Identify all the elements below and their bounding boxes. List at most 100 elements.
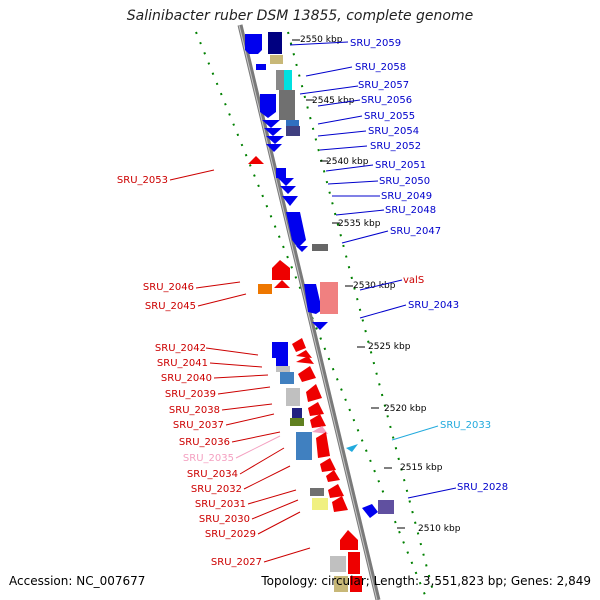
gene-label[interactable]: SRU_2058 xyxy=(355,62,406,73)
gene-label[interactable]: SRU_2039 xyxy=(165,389,216,400)
gene-label[interactable]: SRU_2037 xyxy=(173,420,224,431)
gene-forward xyxy=(266,144,282,152)
gene-reverse xyxy=(272,342,288,358)
tick-label: 2520 kbp xyxy=(384,404,427,414)
gene-label[interactable]: SRU_2052 xyxy=(370,141,421,152)
gene-reverse xyxy=(286,388,300,406)
gene-reverse xyxy=(276,358,288,366)
gene-label[interactable]: SRU_2029 xyxy=(205,529,256,540)
gene-reverse xyxy=(296,356,314,364)
gene-reverse xyxy=(312,498,328,510)
gene-reverse xyxy=(296,350,312,358)
gene-label[interactable]: SRU_2050 xyxy=(379,176,430,187)
gene-reverse xyxy=(320,458,336,472)
gene-reverse xyxy=(248,156,264,164)
gene-forward xyxy=(270,55,283,64)
gene-label[interactable]: SRU_2034 xyxy=(187,469,238,480)
gene-label[interactable]: SRU_2027 xyxy=(211,557,262,568)
gene-label[interactable]: SRU_2048 xyxy=(385,205,436,216)
forward-genes xyxy=(245,32,394,518)
gene-forward xyxy=(280,186,296,194)
gene-forward xyxy=(264,128,282,136)
gene-label[interactable]: SRU_2059 xyxy=(350,38,401,49)
gene-label[interactable]: SRU_2032 xyxy=(191,484,242,495)
gene-reverse xyxy=(350,576,362,592)
gene-forward xyxy=(312,322,328,330)
gene-label[interactable]: SRU_2040 xyxy=(161,373,212,384)
gene-reverse xyxy=(328,484,344,498)
gene-forward xyxy=(260,94,276,118)
reverse-genes xyxy=(248,156,362,592)
gene-forward xyxy=(256,64,266,70)
map-title: Salinibacter ruber DSM 13855, complete g… xyxy=(126,8,474,24)
gene-label[interactable]: SRU_2055 xyxy=(364,111,415,122)
gene-label[interactable]: SRU_2041 xyxy=(157,358,208,369)
gene-label[interactable]: SRU_2042 xyxy=(155,343,206,354)
genome-backbone-highlight xyxy=(238,24,378,600)
gene-forward xyxy=(266,136,284,144)
gene-forward xyxy=(276,168,286,178)
gene-label[interactable]: SRU_2054 xyxy=(368,126,419,137)
gene-forward xyxy=(279,90,295,120)
gene-reverse xyxy=(310,488,324,496)
tick-label: 2535 kbp xyxy=(338,219,381,229)
gene-reverse xyxy=(330,556,346,572)
gene-label[interactable]: SRU_2053 xyxy=(117,175,168,186)
gene-label[interactable]: SRU_2033 xyxy=(440,420,491,431)
gene-reverse xyxy=(298,366,316,382)
gene-reverse xyxy=(280,372,294,384)
gene-label[interactable]: SRU_2045 xyxy=(145,301,196,312)
gene-reverse xyxy=(334,576,348,592)
gene-label[interactable]: valS xyxy=(403,275,424,286)
gene-forward xyxy=(282,196,298,206)
gene-forward xyxy=(378,500,394,514)
gene-reverse xyxy=(274,280,290,288)
gene-forward xyxy=(362,504,378,518)
genome-info-text: Topology: circular; Length: 3,551,823 bp… xyxy=(261,574,591,588)
gene-reverse xyxy=(276,366,290,372)
label-connectors-right xyxy=(289,41,457,499)
gene-label[interactable]: SRU_2035 xyxy=(183,453,234,464)
gene-forward xyxy=(286,120,299,126)
gene-reverse xyxy=(306,384,322,402)
gene-label[interactable]: SRU_2056 xyxy=(361,95,412,106)
label-connector-pink xyxy=(235,435,281,459)
gene-label[interactable]: SRU_2057 xyxy=(358,80,409,91)
gene-reverse xyxy=(258,284,272,294)
gene-label[interactable]: SRU_2049 xyxy=(381,191,432,202)
gene-label[interactable]: SRU_2031 xyxy=(195,499,246,510)
gene-forward xyxy=(278,178,294,186)
gene-label[interactable]: SRU_2051 xyxy=(375,160,426,171)
tick-label: 2515 kbp xyxy=(400,463,443,473)
gene-reverse xyxy=(292,408,302,418)
gene-forward xyxy=(346,444,358,452)
gene-reverse xyxy=(290,418,304,426)
gene-reverse xyxy=(312,426,328,434)
accession-text: Accession: NC_007677 xyxy=(9,574,146,588)
gene-label[interactable]: SRU_2036 xyxy=(179,437,230,448)
gene-reverse xyxy=(326,470,340,482)
tick-label: 2525 kbp xyxy=(368,342,411,352)
tick-label: 2510 kbp xyxy=(418,524,461,534)
gene-forward xyxy=(245,34,262,54)
tick-label: 2530 kbp xyxy=(353,281,396,291)
gene-forward xyxy=(296,246,308,252)
gene-label[interactable]: SRU_2046 xyxy=(143,282,194,293)
gene-label[interactable]: SRU_2028 xyxy=(457,482,508,493)
gene-reverse xyxy=(296,432,312,460)
gene-forward xyxy=(262,120,280,128)
tick-label: 2540 kbp xyxy=(326,157,369,167)
gene-forward xyxy=(286,212,306,248)
gene-reverse xyxy=(272,260,290,280)
gene-reverse xyxy=(332,496,348,512)
gene-label[interactable]: SRU_2030 xyxy=(199,514,250,525)
ruler-inner xyxy=(287,31,435,596)
gene-forward xyxy=(320,282,338,314)
gene-reverse xyxy=(308,402,324,416)
gene-label[interactable]: SRU_2038 xyxy=(169,405,220,416)
gene-label[interactable]: SRU_2047 xyxy=(390,226,441,237)
gene-reverse xyxy=(292,338,306,352)
gene-label[interactable]: SRU_2043 xyxy=(408,300,459,311)
gene-reverse xyxy=(310,414,326,428)
